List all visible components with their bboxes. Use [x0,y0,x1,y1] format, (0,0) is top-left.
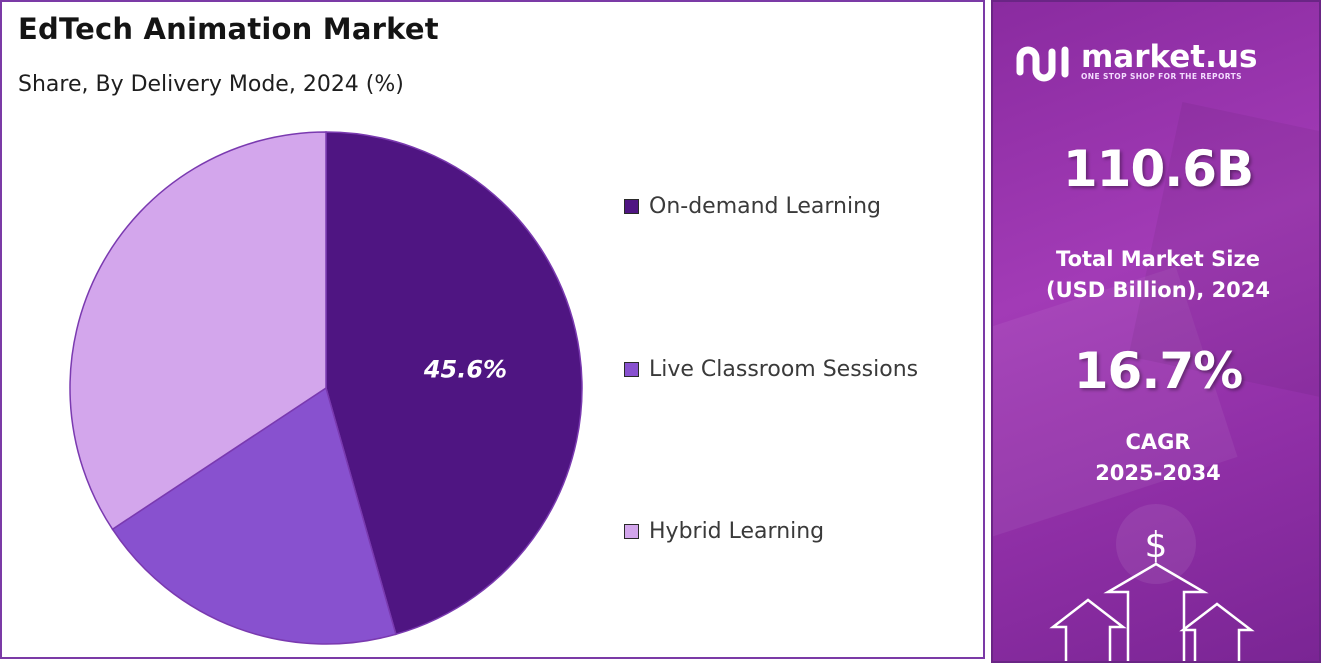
dollar-sign-icon: $ [1145,525,1168,566]
up-arrows-icon: $ [1049,504,1255,661]
legend-item: On-demand Learning [624,194,881,219]
legend-swatch [624,362,639,377]
legend-label: On-demand Learning [649,194,882,219]
legend-item: Hybrid Learning [624,519,824,544]
legend-item: Live Classroom Sessions [624,357,918,382]
chart-panel: EdTech Animation Market Share, By Delive… [0,0,985,659]
brand-tagline: ONE STOP SHOP FOR THE REPORTS [1081,71,1242,81]
pie-data-label: 45.6% [423,356,507,384]
market-size-label-line2: (USD Billion), 2024 [1045,278,1271,302]
brand-name: market.us [1081,38,1258,75]
market-size-label-line1: Total Market Size [1056,247,1260,271]
cagr-value: 16.7% [1073,342,1243,400]
summary-panel: market.us ONE STOP SHOP FOR THE REPORTS … [991,0,1321,663]
cagr-label-line2: 2025-2034 [1095,461,1221,485]
chart-subtitle: Share, By Delivery Mode, 2024 (%) [18,72,404,97]
pie-slice-on-demand-learning [325,131,583,636]
legend-swatch [624,199,639,214]
pie-slice-hybrid-learning [69,131,327,531]
legend-label: Live Classroom Sessions [649,357,919,382]
market-size-value: 110.6B [1062,140,1254,198]
brand-logo: market.us ONE STOP SHOP FOR THE REPORTS [1015,40,1257,82]
legend-label: Hybrid Learning [649,519,825,544]
market-us-logo-icon [1016,46,1069,82]
pie-slice-live-classroom-sessions [111,386,397,645]
chart-title: EdTech Animation Market [18,12,439,46]
pie-chart: 45.6% [69,131,583,645]
legend-swatch [624,524,639,539]
cagr-label-line1: CAGR [1125,430,1191,454]
